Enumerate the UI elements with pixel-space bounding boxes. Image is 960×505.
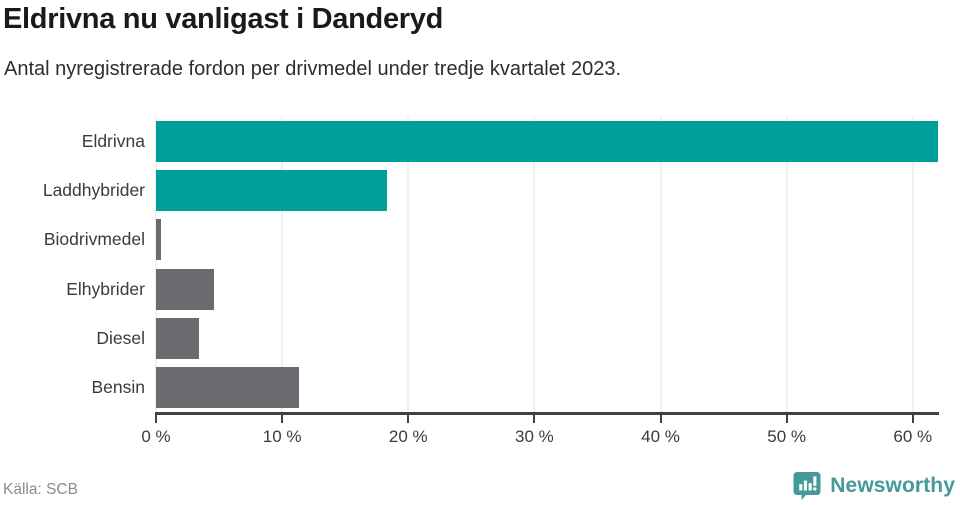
bar xyxy=(156,366,299,408)
bar xyxy=(156,317,199,359)
bar xyxy=(156,121,938,163)
x-axis-tick-label: 40 % xyxy=(641,427,680,446)
source-note: Källa: SCB xyxy=(3,481,78,498)
gridline xyxy=(407,117,409,412)
newsworthy-wordmark: Newsworthy xyxy=(830,473,955,497)
gridline xyxy=(155,117,157,412)
x-axis-tick-label: 20 % xyxy=(388,427,428,446)
gridline xyxy=(786,117,788,412)
newsworthy-chart-bubble-icon xyxy=(792,470,822,501)
category-label: Diesel xyxy=(96,327,145,348)
x-axis-tick-label: 50 % xyxy=(767,427,807,446)
gridline xyxy=(533,117,535,412)
x-axis-tick xyxy=(407,412,410,423)
bar xyxy=(156,268,215,310)
newsworthy-logo: Newsworthy xyxy=(792,470,955,501)
bar xyxy=(156,170,387,212)
x-axis-tick xyxy=(785,412,788,423)
x-axis-tick xyxy=(281,412,284,423)
category-label: Elhybrider xyxy=(66,278,145,299)
plot-area: 0 % 10 % 20 % 30 % 40 % 50 % 60 % xyxy=(141,117,939,446)
x-axis-tick xyxy=(533,412,536,423)
category-label: Bensin xyxy=(91,376,145,397)
category-axis: Eldrivna Laddhybrider Biodrivmedel Elhybrid… xyxy=(0,117,145,412)
gridline xyxy=(281,117,283,412)
x-axis-line xyxy=(155,412,939,415)
x-axis-tick-label: 60 % xyxy=(893,427,933,446)
chart-title: Eldrivna nu vanligast i Danderyd xyxy=(3,3,444,35)
category-label: Biodrivmedel xyxy=(43,229,145,250)
x-axis-tick xyxy=(155,412,157,423)
category-label: Laddhybrider xyxy=(42,180,145,201)
category-label: Eldrivna xyxy=(81,131,145,152)
gridline xyxy=(912,117,914,412)
chart-subtitle: Antal nyregistrerade fordon per drivmede… xyxy=(4,58,622,80)
x-axis-tick-label: 0 % xyxy=(141,427,171,446)
x-axis-tick-label: 10 % xyxy=(262,427,302,446)
gridline xyxy=(660,117,662,412)
x-axis-tick xyxy=(911,412,914,423)
x-axis-tick xyxy=(659,412,662,423)
x-axis-tick-label: 30 % xyxy=(515,427,554,446)
bar xyxy=(156,219,162,261)
